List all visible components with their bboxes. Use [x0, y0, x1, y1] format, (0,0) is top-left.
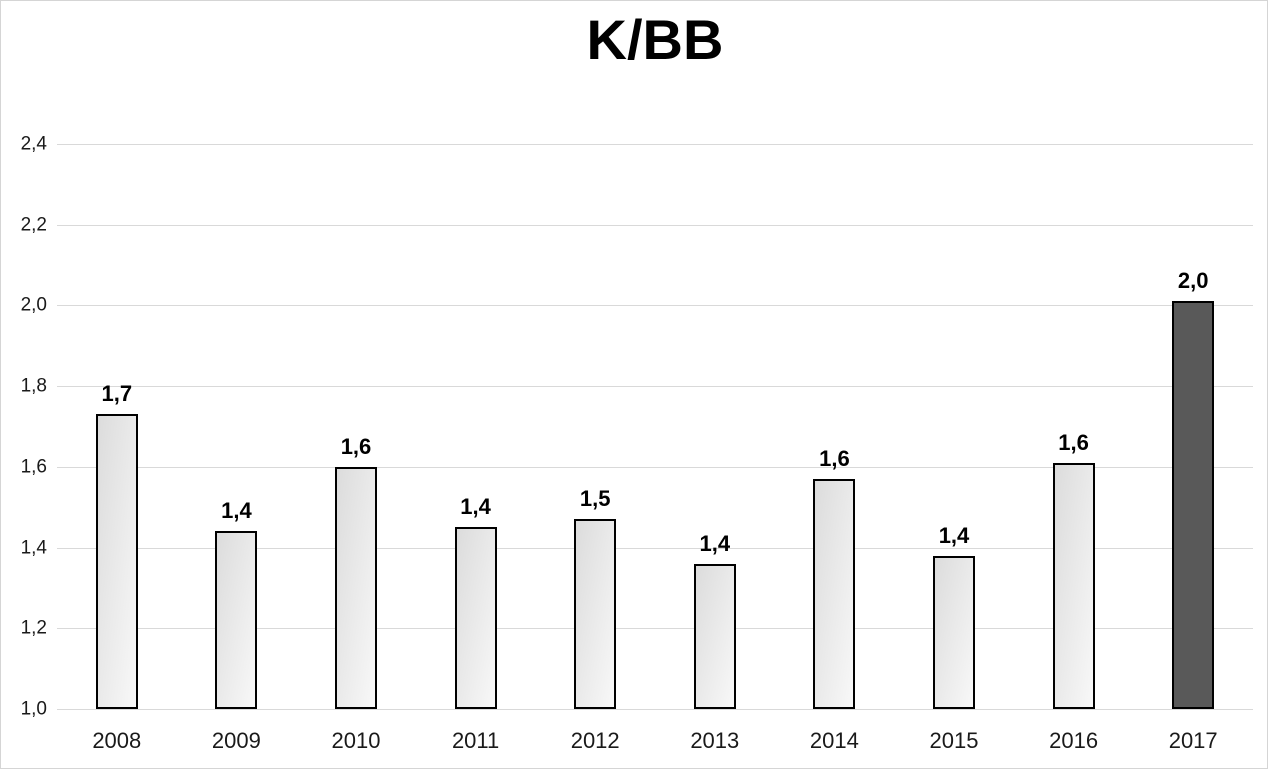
x-axis-category-label-2011: 2011 — [451, 728, 500, 753]
x-axis-category-label-2016: 2016 — [1049, 728, 1099, 753]
x-axis-category-label-2015: 2015 — [929, 728, 979, 753]
bar-value-label-2010: 1,6 — [340, 434, 372, 459]
bar-value-label-2013: 1,4 — [699, 531, 731, 556]
gridline-2,4 — [57, 144, 1253, 145]
bar-value-label-2016: 1,6 — [1058, 430, 1089, 455]
x-axis-category-label-2012: 2012 — [570, 728, 620, 753]
y-axis-tick-label: 1,8 — [20, 375, 47, 397]
x-axis-category-label-2009: 2009 — [211, 728, 261, 753]
gridline-1,6 — [57, 467, 1253, 468]
bar-2012 — [574, 519, 617, 709]
bar-value-label-2012: 1,5 — [579, 486, 611, 511]
bar-value-label-2014: 1,6 — [819, 446, 850, 471]
y-axis-tick-label: 1,2 — [20, 617, 47, 639]
bar-column-2017: 2,0 2017 — [1133, 144, 1253, 753]
y-axis-tick-label: 1,0 — [20, 698, 47, 720]
gridline-2,0 — [57, 305, 1253, 306]
bar-value-label-2011: 1,4 — [460, 494, 491, 519]
gridline-1,4 — [57, 548, 1253, 549]
y-axis-tick-label: 1,4 — [20, 537, 47, 559]
bar-column-2013: 1,4 2013 — [655, 144, 775, 753]
bar-value-label-2015: 1,4 — [938, 523, 970, 548]
y-axis-tick-label: 2,4 — [20, 133, 47, 155]
bar-column-2015: 1,4 2015 — [894, 144, 1014, 753]
bar-2009 — [215, 531, 258, 709]
x-axis-category-label-2008: 2008 — [92, 728, 142, 753]
plot-area: 1,7 2008 1,4 2009 1,6 2010 1,4 2011 1,5 2012 1,4 20… — [57, 144, 1253, 753]
bar-column-2009: 1,4 2009 — [177, 144, 297, 753]
bar-column-2012: 1,5 2012 — [535, 144, 655, 753]
gridline-1,0 — [57, 709, 1253, 710]
bar-column-2008: 1,7 2008 — [57, 144, 177, 753]
bar-2014 — [813, 479, 856, 709]
gridline-1,8 — [57, 386, 1253, 387]
bar-value-label-2009: 1,4 — [221, 498, 252, 523]
bar-2015 — [932, 556, 975, 709]
x-axis-category-label-2010: 2010 — [331, 728, 381, 753]
gridline-2,2 — [57, 225, 1253, 226]
chart-title: K/BB — [586, 8, 724, 71]
x-axis-category-label-2017: 2017 — [1168, 728, 1218, 753]
bar-2008 — [95, 414, 138, 709]
bar-2010 — [334, 467, 377, 709]
bar-2013 — [693, 564, 736, 709]
y-axis-tick-label: 1,6 — [20, 456, 47, 478]
y-axis-tick-label: 2,2 — [20, 214, 47, 236]
bar-2016 — [1052, 463, 1095, 709]
bar-value-label-2008: 1,7 — [101, 381, 133, 406]
x-axis-category-label-2014: 2014 — [809, 728, 859, 753]
bar-column-2014: 1,6 2014 — [775, 144, 895, 753]
bar-2017 — [1172, 301, 1215, 709]
bar-column-2010: 1,6 2010 — [296, 144, 416, 753]
gridline-1,2 — [57, 628, 1253, 629]
bar-column-2016: 1,6 2016 — [1014, 144, 1134, 753]
x-axis-category-label-2013: 2013 — [690, 728, 740, 753]
bar-value-label-2017: 2,0 — [1177, 268, 1209, 293]
bar-2011 — [454, 527, 497, 709]
y-axis-tick-label: 2,0 — [20, 294, 47, 316]
bar-column-2011: 1,4 2011 — [416, 144, 536, 753]
